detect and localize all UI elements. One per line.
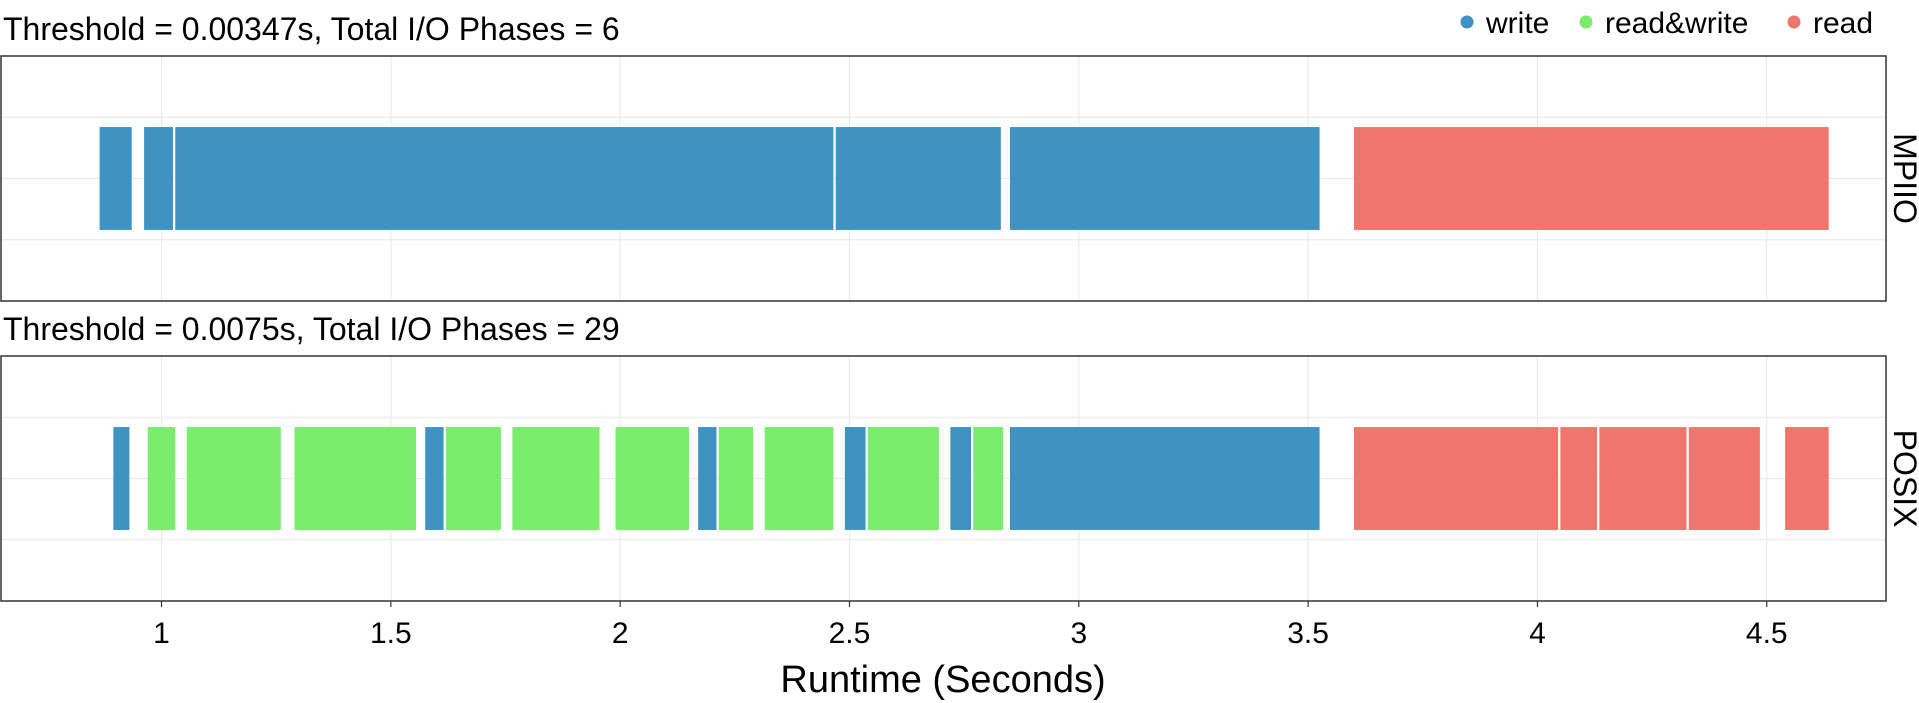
phase-bar-read-and-write bbox=[764, 427, 834, 530]
phase-bar-read-and-write bbox=[615, 427, 689, 530]
x-tick-label: 2 bbox=[612, 617, 629, 650]
phase-bars bbox=[113, 427, 1829, 530]
phase-bar-read-and-write bbox=[186, 427, 281, 530]
phase-bar-read bbox=[1599, 427, 1687, 530]
legend-label: read bbox=[1813, 7, 1873, 40]
phase-bar-write bbox=[1010, 127, 1320, 230]
legend-label: write bbox=[1485, 7, 1549, 40]
legend-dot bbox=[1460, 15, 1474, 29]
panel-title: Threshold = 0.0075s, Total I/O Phases = … bbox=[3, 311, 620, 347]
panels: Threshold = 0.00347s, Total I/O Phases =… bbox=[0, 11, 1919, 602]
phase-bar-write bbox=[698, 427, 717, 530]
x-axis-label: Runtime (Seconds) bbox=[780, 659, 1105, 701]
legend-label: read&write bbox=[1605, 7, 1748, 40]
phase-bar-read bbox=[1785, 427, 1829, 530]
x-tick-label: 4 bbox=[1529, 617, 1546, 650]
phase-bar-read-and-write bbox=[512, 427, 600, 530]
phase-bar-read bbox=[1560, 427, 1598, 530]
phase-bar-write bbox=[950, 427, 972, 530]
phase-bar-write bbox=[113, 427, 130, 530]
panel-frame bbox=[0, 355, 1887, 602]
phase-bar-write bbox=[1010, 427, 1320, 530]
phase-bar-write bbox=[835, 127, 1001, 230]
phase-bar-read-and-write bbox=[867, 427, 939, 530]
phase-bar-write bbox=[175, 127, 834, 230]
legend: write read&write read bbox=[1460, 7, 1873, 40]
panel-posix: Threshold = 0.0075s, Total I/O Phases = … bbox=[0, 311, 1919, 602]
strip-label: MPIIO bbox=[1887, 133, 1919, 224]
panel-mpiio: Threshold = 0.00347s, Total I/O Phases =… bbox=[0, 11, 1919, 302]
x-tick-label: 3 bbox=[1070, 617, 1087, 650]
x-tick-label: 4.5 bbox=[1746, 617, 1788, 650]
phase-bar-write bbox=[144, 127, 173, 230]
phase-bar-write bbox=[99, 127, 132, 230]
x-tick-label: 1.5 bbox=[370, 617, 412, 650]
x-tick-label: 1 bbox=[153, 617, 170, 650]
phase-bar-read-and-write bbox=[294, 427, 417, 530]
x-tick-label: 2.5 bbox=[829, 617, 871, 650]
phase-bar-read-and-write bbox=[445, 427, 501, 530]
phase-bar-read bbox=[1688, 427, 1760, 530]
phase-bar-read-and-write bbox=[973, 427, 1004, 530]
legend-item-write: write bbox=[1460, 7, 1549, 40]
legend-dot bbox=[1579, 15, 1593, 29]
legend-dot bbox=[1787, 15, 1801, 29]
phase-bar-read bbox=[1353, 427, 1559, 530]
legend-item-read-and-write: read&write bbox=[1579, 7, 1748, 40]
x-tick-label: 3.5 bbox=[1287, 617, 1329, 650]
phase-bar-read bbox=[1353, 127, 1829, 230]
legend-item-read: read bbox=[1787, 7, 1873, 40]
phase-bar-read-and-write bbox=[147, 427, 176, 530]
phase-bar-write bbox=[844, 427, 866, 530]
x-axis: 1 1.5 2 2.5 3 3.5 4 4.5 bbox=[153, 601, 1788, 650]
panel-title: Threshold = 0.00347s, Total I/O Phases =… bbox=[3, 11, 620, 47]
phase-bars bbox=[99, 127, 1829, 230]
panel-frame bbox=[0, 55, 1887, 302]
phase-bar-write bbox=[425, 427, 444, 530]
phase-bar-read-and-write bbox=[718, 427, 754, 530]
strip-label: POSIX bbox=[1887, 430, 1919, 528]
